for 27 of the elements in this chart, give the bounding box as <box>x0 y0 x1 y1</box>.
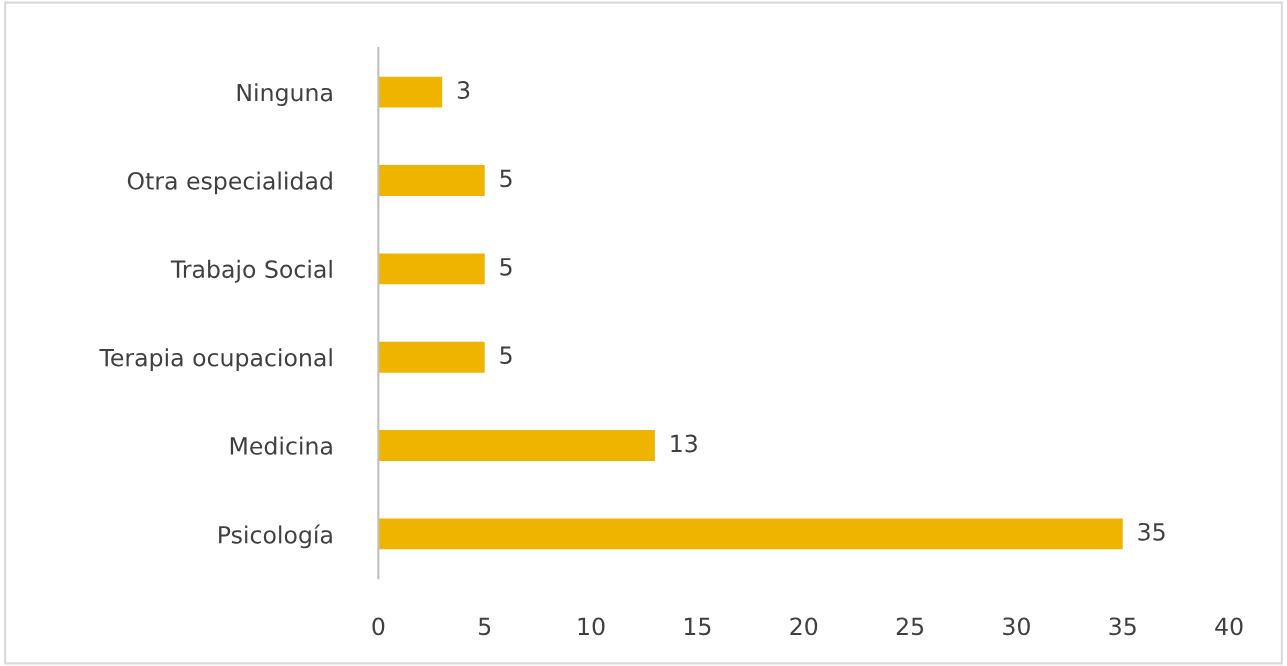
data-label: 13 <box>671 434 697 453</box>
data-label: 5 <box>500 346 512 365</box>
x-tick-label: 30 <box>1003 617 1030 636</box>
data-label: 35 <box>1138 522 1165 541</box>
bar <box>378 341 485 373</box>
bar <box>378 253 485 285</box>
data-label: 5 <box>500 169 512 188</box>
y-tick-label: Trabajo Social <box>170 259 332 283</box>
data-label: 3 <box>457 81 470 99</box>
y-tick-label: Terapia ocupacional <box>99 348 332 372</box>
y-tick-label: Otra especialidad <box>127 171 332 195</box>
bar <box>378 518 1123 550</box>
x-tick-label: 20 <box>790 617 818 636</box>
x-tick-label: 35 <box>1109 617 1136 636</box>
y-tick-label: Medicina <box>230 436 332 455</box>
x-tick-label: 10 <box>578 617 605 636</box>
data-label: 5 <box>500 258 512 276</box>
bar <box>378 430 655 462</box>
x-tick-label: 15 <box>684 617 711 636</box>
x-tick-label: 0 <box>372 617 385 636</box>
x-tick-label: 25 <box>896 617 924 636</box>
y-tick-label: Psicología <box>219 524 332 549</box>
x-tick-label: 5 <box>479 617 491 636</box>
bar <box>378 76 443 108</box>
y-tick-label: Ninguna <box>237 83 332 107</box>
x-tick-label: 40 <box>1215 617 1243 636</box>
bar <box>378 165 485 196</box>
